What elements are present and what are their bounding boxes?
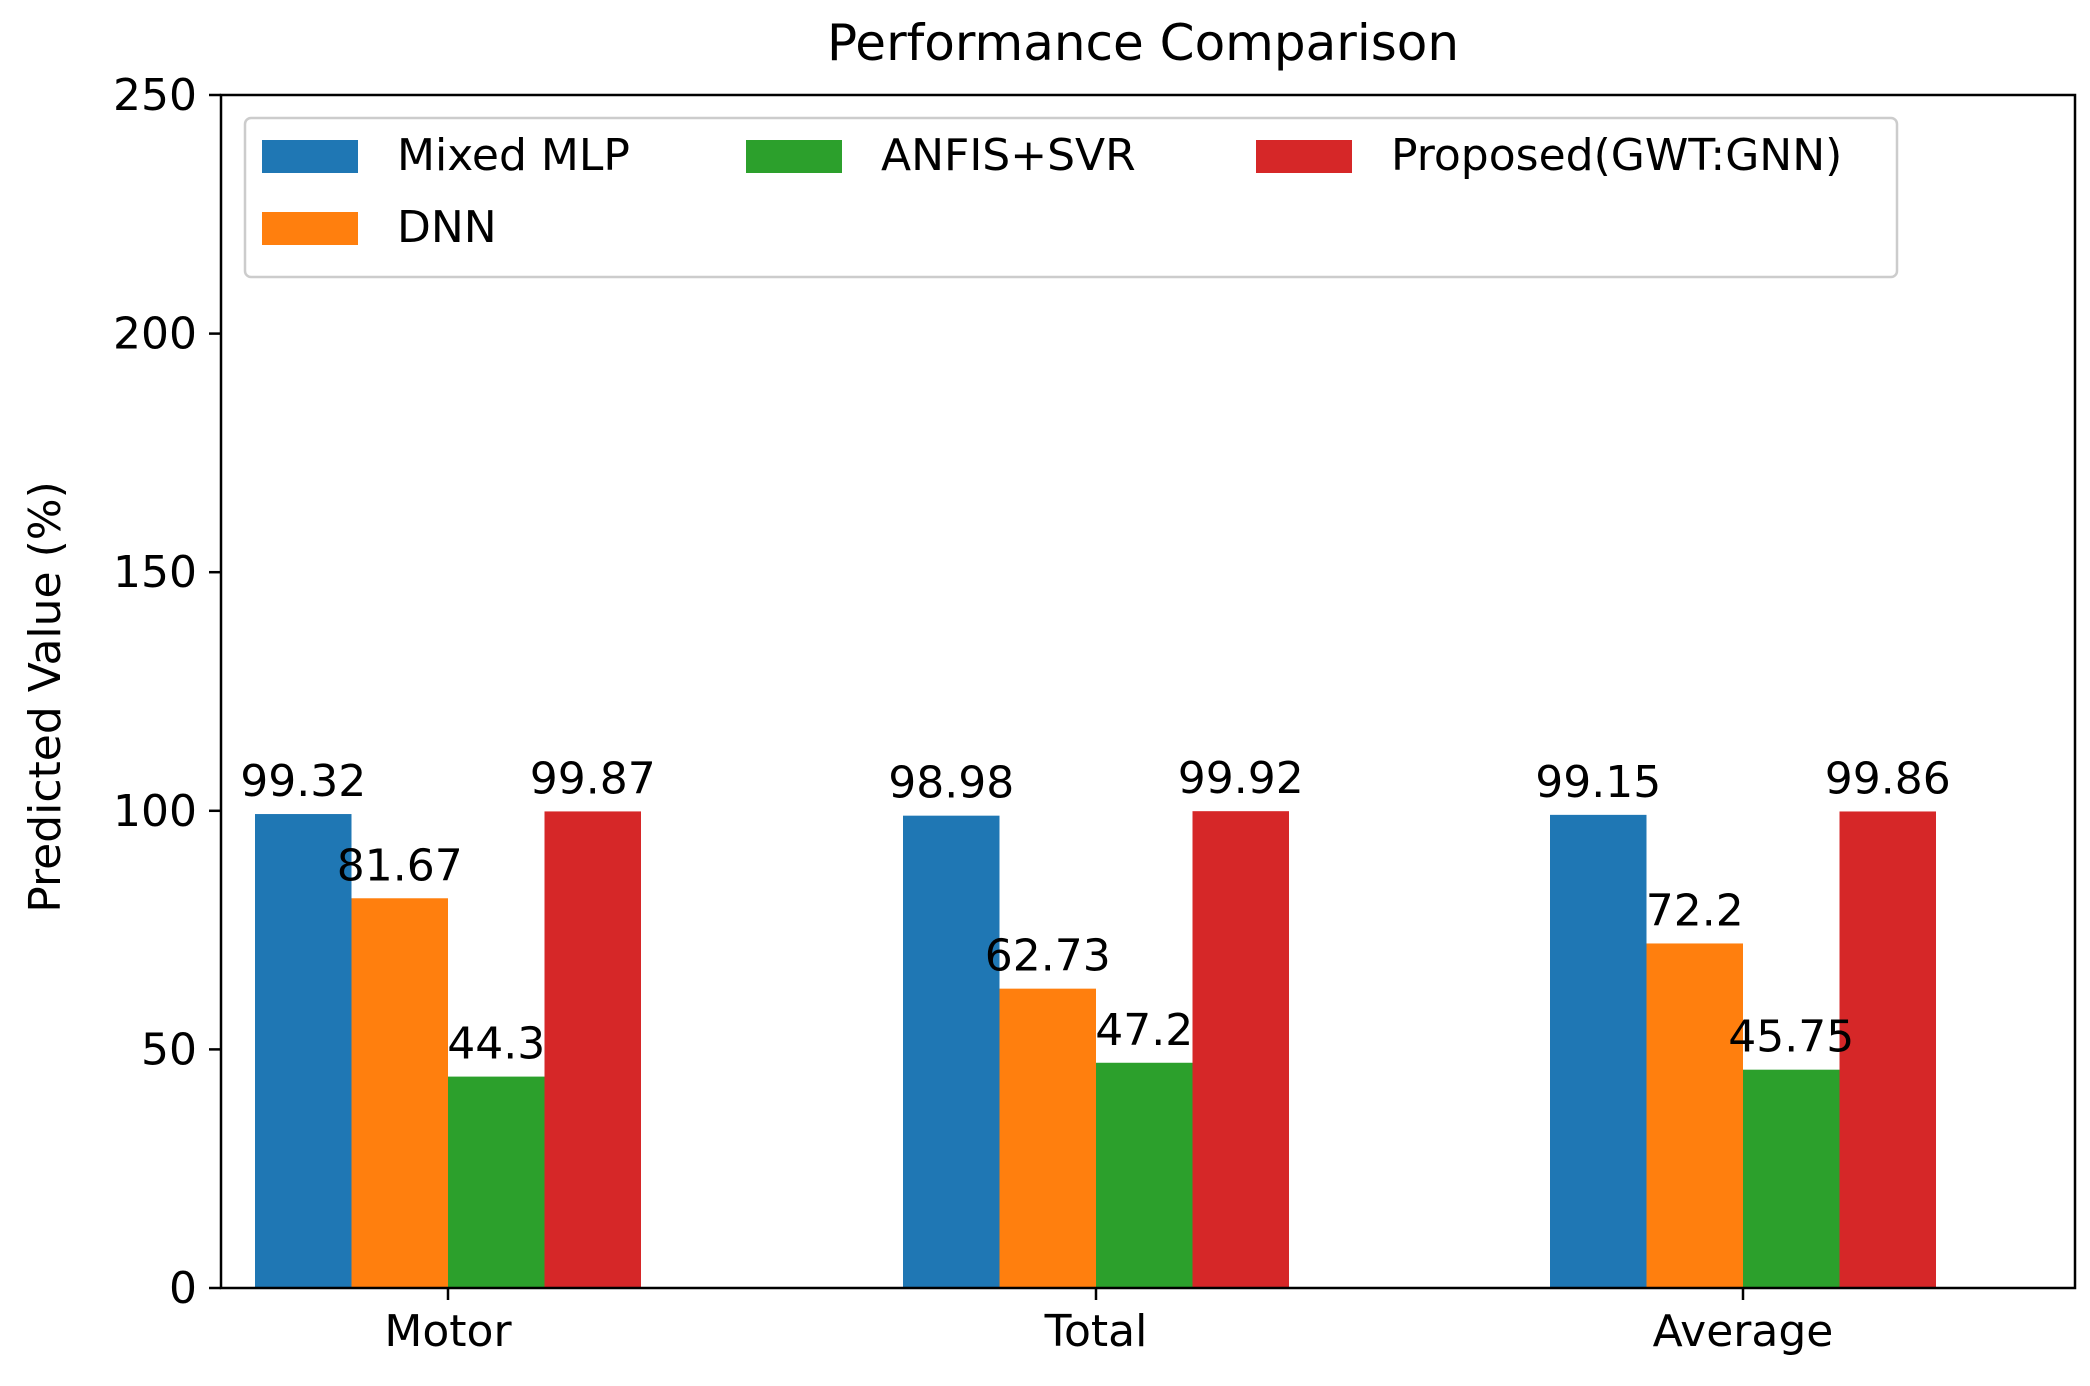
bar-total-3	[1192, 811, 1289, 1288]
legend: Mixed MLP DNN ANFIS+SVR Proposed(GWT:GNN)	[243, 116, 1899, 279]
y-tick-label: 200	[113, 309, 197, 360]
legend-swatch	[262, 212, 358, 245]
x-tick-label-motor: Motor	[384, 1306, 512, 1357]
data-label: 44.3	[447, 1019, 545, 1070]
legend-label: Mixed MLP	[397, 130, 630, 181]
bar-total-1	[999, 988, 1096, 1288]
bar-motor-1	[351, 898, 448, 1288]
bar-motor-3	[544, 811, 641, 1288]
bar-average-3	[1839, 811, 1936, 1288]
legend-label: Proposed(GWT:GNN)	[1391, 130, 1842, 181]
plot-frame	[219, 93, 2077, 1290]
legend-swatch	[746, 140, 842, 173]
legend-label: DNN	[397, 202, 497, 253]
bars-layer	[255, 811, 1936, 1288]
bar-average-1	[1646, 943, 1743, 1288]
y-axis-label: Predicted Value (%)	[20, 481, 71, 913]
bar-total-2	[1096, 1062, 1193, 1288]
data-label: 99.86	[1825, 753, 1951, 804]
legend-box	[243, 116, 1899, 279]
y-tick-label: 150	[113, 547, 197, 598]
y-tick-label: 100	[113, 786, 197, 837]
data-label: 81.67	[337, 840, 463, 891]
y-tick-label: 0	[169, 1263, 197, 1314]
bar-average-0	[1550, 814, 1647, 1288]
chart-title: Performance Comparison	[827, 14, 1459, 72]
data-label: 99.15	[1535, 757, 1661, 808]
data-label: 47.2	[1095, 1005, 1193, 1056]
data-label: 45.75	[1728, 1012, 1854, 1063]
x-tick-label-total: Total	[1044, 1306, 1148, 1357]
legend-swatch	[262, 140, 358, 173]
y-tick-label: 50	[141, 1024, 197, 1075]
legend-swatch	[1256, 140, 1352, 173]
data-label: 99.32	[240, 756, 366, 807]
bar-motor-0	[255, 814, 352, 1288]
legend-label: ANFIS+SVR	[881, 130, 1136, 181]
axes-layer: 0 50 100 150 200 250 Motor Total Average	[113, 70, 2077, 1357]
bar-total-0	[903, 815, 1000, 1288]
data-label: 98.98	[888, 758, 1014, 809]
data-labels-layer: 99.32 81.67 44.3 99.87 98.98 62.73 47.2 99.92 99…	[240, 753, 1950, 1069]
data-label: 62.73	[985, 931, 1111, 982]
x-tick-label-average: Average	[1653, 1306, 1834, 1357]
data-label: 72.2	[1646, 885, 1744, 936]
y-tick-label: 250	[113, 70, 197, 121]
bar-average-2	[1743, 1069, 1840, 1288]
bar-motor-2	[448, 1076, 545, 1288]
data-label: 99.87	[530, 753, 656, 804]
data-label: 99.92	[1178, 753, 1304, 804]
